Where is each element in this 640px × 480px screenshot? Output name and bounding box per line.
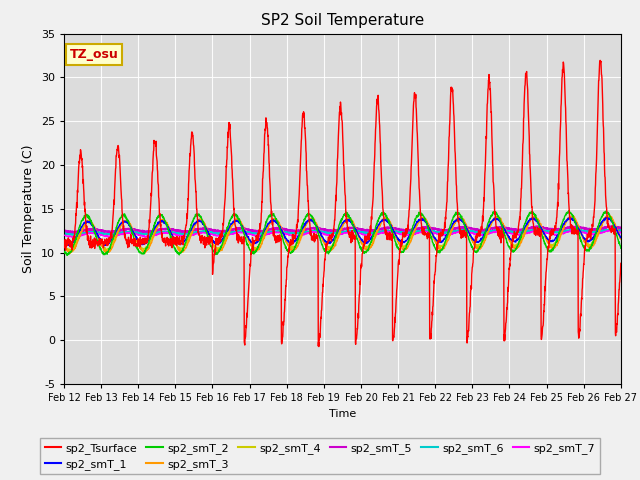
sp2_smT_6: [605, 227, 613, 232]
sp2_smT_3: [568, 214, 575, 220]
sp2_smT_1: [584, 238, 591, 243]
sp2_smT_7: [568, 228, 576, 234]
sp2_smT_4: [359, 241, 367, 247]
sp2_smT_7: [60, 232, 68, 238]
sp2_smT_6: [359, 229, 367, 235]
sp2_smT_5: [371, 228, 379, 233]
sp2_Tsurface: [568, 222, 575, 228]
Line: sp2_smT_1: sp2_smT_1: [64, 217, 621, 246]
sp2_smT_4: [504, 235, 512, 240]
sp2_smT_2: [584, 247, 591, 252]
sp2_Tsurface: [584, 231, 591, 237]
sp2_smT_7: [359, 231, 367, 237]
sp2_smT_1: [604, 215, 611, 220]
sp2_smT_4: [216, 245, 223, 251]
sp2_smT_7: [216, 233, 223, 239]
Line: sp2_smT_5: sp2_smT_5: [64, 226, 621, 233]
sp2_smT_2: [63, 252, 71, 258]
Legend: sp2_Tsurface, sp2_smT_1, sp2_smT_2, sp2_smT_3, sp2_smT_4, sp2_smT_5, sp2_smT_6, : sp2_Tsurface, sp2_smT_1, sp2_smT_2, sp2_…: [40, 438, 600, 474]
sp2_smT_4: [65, 248, 73, 253]
sp2_smT_4: [371, 232, 379, 238]
sp2_smT_1: [371, 228, 379, 234]
Line: sp2_smT_6: sp2_smT_6: [64, 229, 621, 235]
sp2_smT_5: [60, 228, 68, 234]
sp2_smT_2: [565, 208, 573, 214]
sp2_smT_6: [504, 228, 512, 234]
sp2_smT_1: [568, 216, 575, 222]
sp2_smT_6: [617, 228, 625, 234]
sp2_smT_5: [568, 225, 575, 230]
sp2_smT_2: [568, 212, 576, 218]
sp2_smT_6: [584, 228, 591, 234]
sp2_smT_3: [371, 236, 379, 241]
sp2_smT_5: [504, 226, 512, 232]
sp2_smT_6: [60, 229, 68, 235]
sp2_smT_7: [108, 234, 116, 240]
Line: sp2_smT_4: sp2_smT_4: [64, 216, 621, 251]
sp2_Tsurface: [359, 250, 367, 256]
sp2_smT_1: [216, 240, 223, 246]
sp2_smT_3: [504, 235, 512, 240]
sp2_Tsurface: [371, 152, 379, 158]
X-axis label: Time: Time: [329, 408, 356, 419]
sp2_Tsurface: [315, 344, 323, 349]
sp2_smT_7: [531, 228, 538, 233]
Line: sp2_smT_2: sp2_smT_2: [64, 211, 621, 255]
sp2_smT_4: [568, 215, 575, 220]
sp2_smT_5: [70, 230, 77, 236]
sp2_smT_7: [584, 231, 591, 237]
sp2_smT_1: [60, 239, 68, 245]
sp2_smT_4: [60, 241, 68, 247]
Y-axis label: Soil Temperature (C): Soil Temperature (C): [22, 144, 35, 273]
Title: SP2 Soil Temperature: SP2 Soil Temperature: [260, 13, 424, 28]
Line: sp2_smT_7: sp2_smT_7: [64, 230, 621, 237]
sp2_smT_7: [371, 232, 379, 238]
sp2_smT_5: [617, 225, 625, 231]
sp2_smT_3: [605, 212, 613, 218]
sp2_smT_2: [504, 243, 512, 249]
sp2_smT_3: [60, 241, 68, 247]
sp2_smT_2: [60, 249, 68, 254]
sp2_Tsurface: [60, 244, 68, 250]
sp2_smT_5: [216, 228, 223, 234]
sp2_smT_5: [584, 227, 591, 232]
Line: sp2_Tsurface: sp2_Tsurface: [64, 60, 621, 347]
sp2_smT_2: [216, 246, 223, 252]
sp2_smT_1: [359, 239, 367, 244]
sp2_smT_5: [572, 223, 580, 229]
sp2_smT_1: [617, 234, 625, 240]
sp2_Tsurface: [504, 286, 512, 292]
sp2_smT_6: [371, 229, 379, 235]
sp2_smT_4: [617, 236, 625, 242]
sp2_smT_6: [568, 228, 575, 233]
sp2_smT_3: [584, 243, 591, 249]
Line: sp2_smT_3: sp2_smT_3: [64, 215, 621, 253]
sp2_smT_4: [604, 213, 611, 219]
sp2_smT_2: [617, 245, 625, 251]
sp2_smT_3: [67, 251, 74, 256]
sp2_smT_7: [504, 230, 512, 236]
sp2_smT_6: [69, 232, 77, 238]
sp2_Tsurface: [596, 58, 604, 63]
sp2_smT_3: [617, 236, 625, 241]
sp2_smT_2: [371, 228, 379, 233]
Text: TZ_osu: TZ_osu: [70, 48, 118, 61]
sp2_Tsurface: [216, 237, 223, 242]
sp2_smT_3: [359, 243, 367, 249]
sp2_smT_5: [359, 226, 367, 232]
sp2_smT_7: [617, 230, 625, 236]
sp2_smT_3: [216, 248, 223, 254]
sp2_smT_4: [584, 241, 591, 247]
sp2_smT_2: [359, 249, 367, 254]
sp2_smT_1: [67, 243, 74, 249]
sp2_smT_6: [216, 230, 223, 236]
sp2_Tsurface: [617, 261, 625, 266]
sp2_smT_1: [504, 233, 512, 239]
